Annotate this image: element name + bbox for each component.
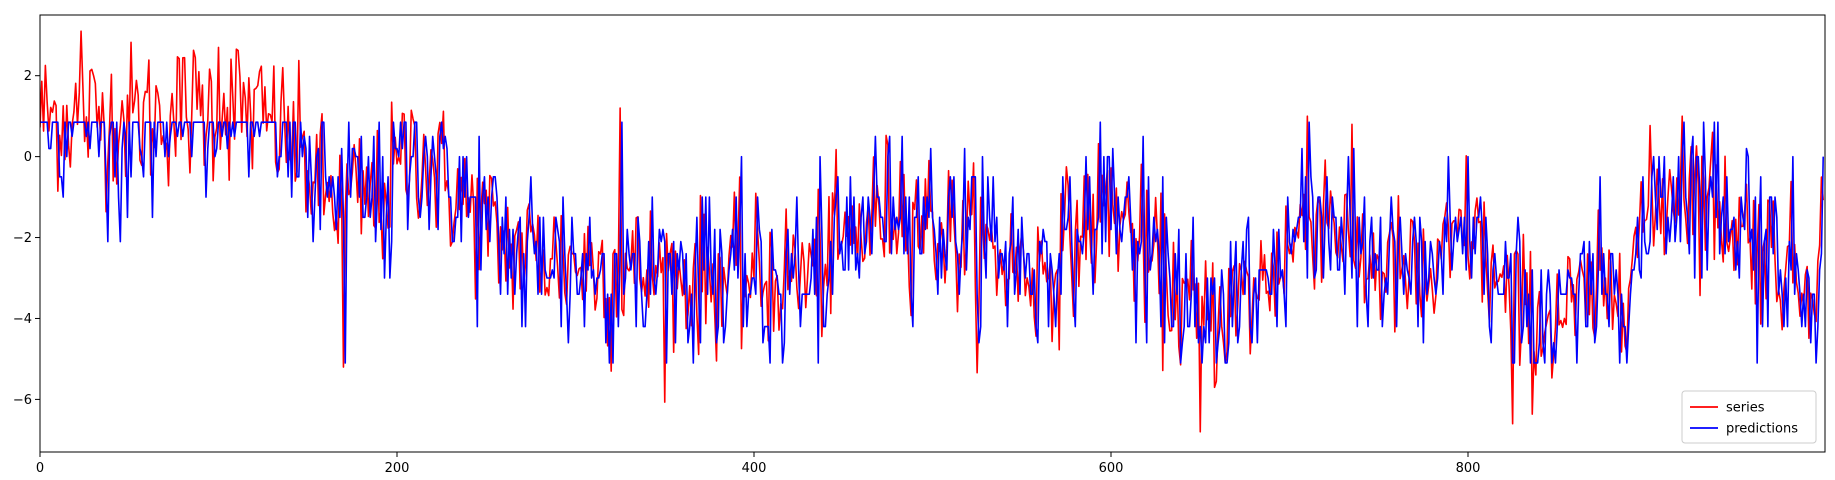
predictions-line (40, 121, 1825, 364)
legend: series predictions (1681, 390, 1817, 444)
x-tick-label: 400 (742, 461, 767, 476)
legend-label: predictions (1726, 422, 1798, 437)
legend-box (1681, 390, 1817, 444)
y-tick-label: −6 (13, 393, 32, 408)
x-tick-label: 600 (1099, 461, 1124, 476)
y-axis: −6 −4 −2 0 2 (13, 69, 40, 408)
y-tick-label: 0 (24, 150, 32, 165)
axes-frame (39, 14, 1826, 453)
x-tick-label: 0 (36, 461, 44, 476)
x-axis: 0 200 400 600 800 (36, 452, 1481, 476)
legend-label: series (1726, 401, 1765, 416)
x-tick-label: 800 (1456, 461, 1481, 476)
plot-area (40, 30, 1825, 433)
y-tick-label: 2 (24, 69, 32, 84)
x-tick-label: 200 (385, 461, 410, 476)
y-tick-label: −2 (13, 231, 32, 246)
y-tick-label: −4 (13, 312, 32, 327)
